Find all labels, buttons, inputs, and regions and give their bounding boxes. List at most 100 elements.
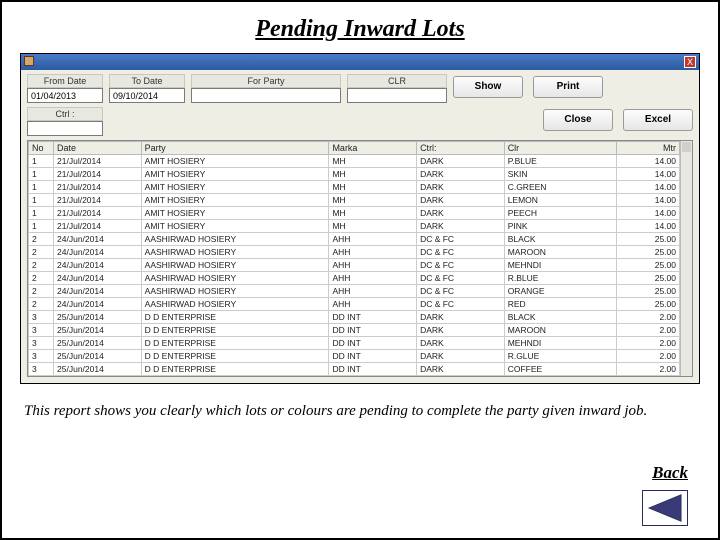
col-mtr[interactable]: Mtr [617,142,680,155]
table-cell: 24/Jun/2014 [54,246,142,259]
table-cell: 14.00 [617,168,680,181]
table-cell: 1 [29,181,54,194]
table-cell: 25.00 [617,259,680,272]
titlebar: X [21,54,699,70]
table-row[interactable]: 121/Jul/2014AMIT HOSIERYMHDARKC.GREEN14.… [29,181,680,194]
table-cell: AHH [329,259,417,272]
table-cell: PEECH [504,207,617,220]
scrollbar[interactable] [680,141,692,376]
table-row[interactable]: 325/Jun/2014D D ENTERPRISEDD INTDARKMEHN… [29,337,680,350]
to-date-input[interactable] [109,88,185,103]
table-cell: AASHIRWAD HOSIERY [141,246,329,259]
table-row[interactable]: 224/Jun/2014AASHIRWAD HOSIERYAHHDC & FCM… [29,259,680,272]
table-row[interactable]: 121/Jul/2014AMIT HOSIERYMHDARKP.BLUE14.0… [29,155,680,168]
table-cell: DARK [417,363,505,376]
col-party[interactable]: Party [141,142,329,155]
table-cell: DC & FC [417,285,505,298]
app-window: X From Date To Date For Party CLR Show P… [20,53,700,384]
table-row[interactable]: 325/Jun/2014D D ENTERPRISEDD INTDARKCOFF… [29,363,680,376]
excel-button[interactable]: Excel [623,109,693,131]
table-cell: 21/Jul/2014 [54,207,142,220]
table-cell: DD INT [329,350,417,363]
close-button[interactable]: Close [543,109,613,131]
table-cell: 2.00 [617,350,680,363]
from-date-input[interactable] [27,88,103,103]
close-icon[interactable]: X [684,56,696,68]
table-cell: 2 [29,259,54,272]
table-cell: DC & FC [417,298,505,311]
description-text: This report shows you clearly which lots… [2,384,718,429]
table-cell: 1 [29,168,54,181]
table-cell: PINK [504,220,617,233]
to-date-block: To Date [109,74,185,103]
table-cell: BLACK [504,233,617,246]
table-cell: P.BLUE [504,155,617,168]
table-cell: 14.00 [617,194,680,207]
ctrl-input[interactable] [27,121,103,136]
back-link[interactable]: Back [652,463,688,483]
table-cell: MH [329,207,417,220]
col-clr[interactable]: Clr [504,142,617,155]
table-cell: 1 [29,207,54,220]
table-row[interactable]: 224/Jun/2014AASHIRWAD HOSIERYAHHDC & FCB… [29,233,680,246]
table-row[interactable]: 224/Jun/2014AASHIRWAD HOSIERYAHHDC & FCR… [29,272,680,285]
table-cell: MH [329,155,417,168]
table-row[interactable]: 325/Jun/2014D D ENTERPRISEDD INTDARKR.GL… [29,350,680,363]
table-row[interactable]: 224/Jun/2014AASHIRWAD HOSIERYAHHDC & FCM… [29,246,680,259]
table-cell: 3 [29,311,54,324]
table-cell: 25.00 [617,272,680,285]
table-row[interactable]: 224/Jun/2014AASHIRWAD HOSIERYAHHDC & FCR… [29,298,680,311]
table-cell: 14.00 [617,207,680,220]
table-cell: 3 [29,363,54,376]
table-cell: BLACK [504,311,617,324]
table-cell: AASHIRWAD HOSIERY [141,285,329,298]
table-cell: 21/Jul/2014 [54,194,142,207]
table-cell: RED [504,298,617,311]
col-ctrl[interactable]: Ctrl: [417,142,505,155]
table-cell: 2 [29,285,54,298]
table-cell: 24/Jun/2014 [54,272,142,285]
table-row[interactable]: 121/Jul/2014AMIT HOSIERYMHDARKLEMON14.00 [29,194,680,207]
for-party-input[interactable] [191,88,341,103]
table-cell: AHH [329,246,417,259]
clr-input[interactable] [347,88,447,103]
table-cell: DARK [417,337,505,350]
col-date[interactable]: Date [54,142,142,155]
table-cell: 14.00 [617,181,680,194]
print-button[interactable]: Print [533,76,603,98]
table-cell: DD INT [329,337,417,350]
table-row[interactable]: 121/Jul/2014AMIT HOSIERYMHDARKSKIN14.00 [29,168,680,181]
col-no[interactable]: No [29,142,54,155]
table-cell: 1 [29,220,54,233]
table-row[interactable]: 325/Jun/2014D D ENTERPRISEDD INTDARKBLAC… [29,311,680,324]
table-cell: MH [329,220,417,233]
table-cell: DARK [417,350,505,363]
table-cell: MEHNDI [504,259,617,272]
table-cell: AHH [329,298,417,311]
table-row[interactable]: 224/Jun/2014AASHIRWAD HOSIERYAHHDC & FCO… [29,285,680,298]
table-cell: 25.00 [617,298,680,311]
table-cell: LEMON [504,194,617,207]
button-group-2: Close Excel [543,107,693,131]
grid-header-row: No Date Party Marka Ctrl: Clr Mtr [29,142,680,155]
table-cell: 25.00 [617,246,680,259]
table-row[interactable]: 121/Jul/2014AMIT HOSIERYMHDARKPINK14.00 [29,220,680,233]
table-cell: AMIT HOSIERY [141,194,329,207]
table-cell: DD INT [329,311,417,324]
to-date-label: To Date [109,74,185,88]
ctrl-label: Ctrl : [27,107,103,121]
table-cell: 14.00 [617,155,680,168]
back-arrow-icon[interactable] [642,490,688,526]
table-cell: 24/Jun/2014 [54,233,142,246]
table-cell: D D ENTERPRISE [141,350,329,363]
table-cell: AHH [329,272,417,285]
table-cell: 2 [29,298,54,311]
col-marka[interactable]: Marka [329,142,417,155]
table-row[interactable]: 121/Jul/2014AMIT HOSIERYMHDARKPEECH14.00 [29,207,680,220]
table-cell: 24/Jun/2014 [54,298,142,311]
grid-table: No Date Party Marka Ctrl: Clr Mtr 121/Ju… [28,141,680,376]
grid-body: 121/Jul/2014AMIT HOSIERYMHDARKP.BLUE14.0… [29,155,680,376]
table-cell: DARK [417,324,505,337]
table-row[interactable]: 325/Jun/2014D D ENTERPRISEDD INTDARKMARO… [29,324,680,337]
show-button[interactable]: Show [453,76,523,98]
